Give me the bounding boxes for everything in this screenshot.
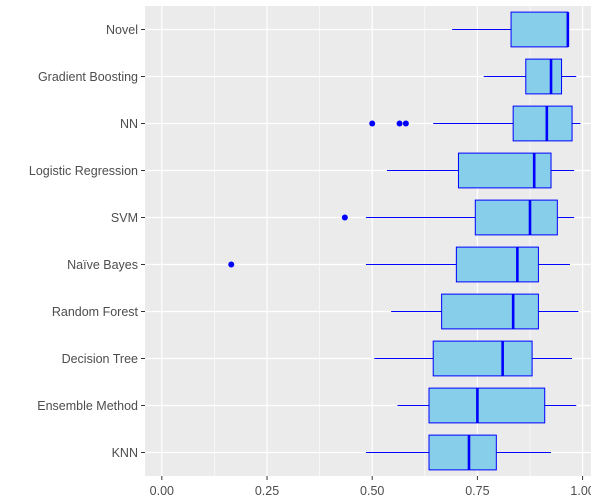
box-iqr	[428, 434, 497, 471]
x-tick-label: 0.25	[255, 484, 279, 498]
box-na-ve-bayes	[228, 246, 570, 283]
x-tick-label: 1.00	[570, 484, 591, 498]
y-tick-label: Logistic Regression	[29, 164, 138, 178]
x-tick-label: 0.00	[150, 484, 174, 498]
y-tick-label: Naïve Bayes	[67, 258, 138, 272]
box-iqr	[441, 293, 539, 330]
y-tick-label: Ensemble Method	[37, 399, 138, 413]
box-knn	[365, 434, 552, 471]
box-iqr	[432, 340, 533, 377]
y-axis: Novel Gradient Boosting NN Logistic Regress…	[29, 23, 145, 460]
outlier-point	[228, 261, 235, 268]
outlier-point	[341, 214, 348, 221]
box-gradient-boosting	[483, 58, 577, 95]
y-tick-label: KNN	[112, 446, 138, 460]
y-tick-label: Novel	[106, 23, 138, 37]
box-logistic-regression	[386, 152, 575, 189]
box-series	[228, 11, 581, 471]
box-nn	[369, 105, 581, 142]
box-svm	[341, 199, 575, 236]
outlier-point	[396, 120, 403, 127]
box-iqr	[525, 58, 563, 95]
box-novel	[452, 11, 570, 48]
y-tick-label: NN	[120, 117, 138, 131]
box-ensemble-method	[397, 387, 577, 424]
x-tick-label: 0.75	[465, 484, 489, 498]
x-tick-label: 0.50	[360, 484, 384, 498]
outlier-point	[369, 120, 376, 127]
x-axis: 0.00 0.25 0.50 0.75 1.00	[150, 476, 591, 498]
box-iqr	[428, 387, 546, 424]
box-iqr	[457, 152, 552, 189]
box-iqr	[512, 105, 573, 142]
y-tick-label: SVM	[111, 211, 138, 225]
y-tick-label: Gradient Boosting	[38, 70, 138, 84]
box-decision-tree	[374, 340, 573, 377]
outlier-point	[402, 120, 409, 127]
box-iqr	[474, 199, 558, 236]
box-iqr	[510, 11, 569, 48]
box-iqr	[455, 246, 539, 283]
box-random-forest	[391, 293, 579, 330]
y-tick-label: Decision Tree	[62, 352, 138, 366]
y-tick-label: Random Forest	[52, 305, 139, 319]
